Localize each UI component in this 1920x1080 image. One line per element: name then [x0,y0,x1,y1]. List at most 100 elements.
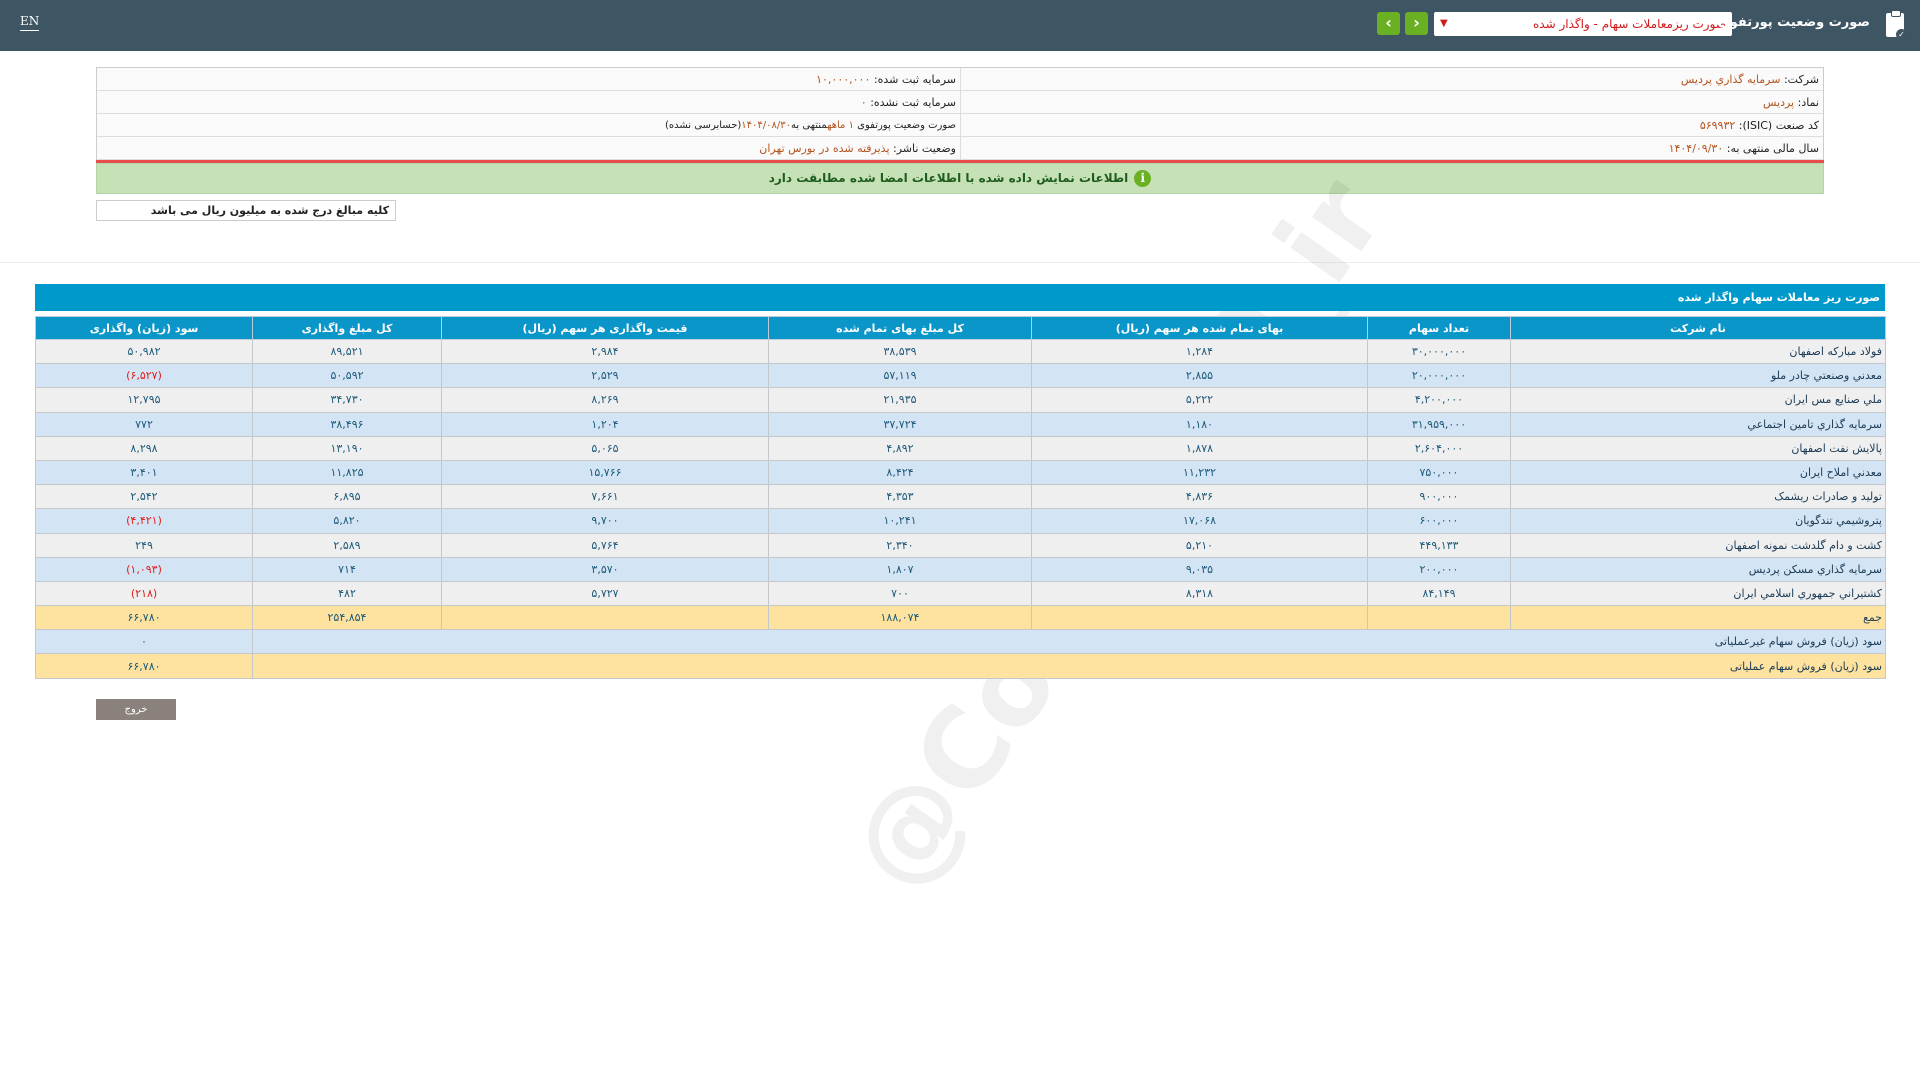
table-cell: ۸,۲۹۸ [35,435,253,461]
language-toggle[interactable]: EN [20,14,40,31]
table-cell: ۵,۰۶۵ [441,435,769,461]
symbol-field: نماد: پرديس [960,91,1823,113]
registered-capital-field: سرمایه ثبت شده: ۱۰,۰۰۰,۰۰۰ [816,73,956,86]
table-row: پالايش نفت اصفهان ۲,۶۰۴,۰۰۰ ۱,۸۷۸ ۴,۸۹۲ ۵,۰۶… [35,435,1886,461]
table-cell: ۷۵۰,۰۰۰ [1367,459,1511,486]
verification-notice: iاطلاعات نمایش داده شده با اطلاعات امضا … [96,163,1824,194]
fiscal-year-field: سال مالی منتهی به: ۱۴۰۴/۰۹/۳۰ [960,137,1823,159]
table-cell: سرمايه گذاري تامين اجتماعي [1510,411,1886,437]
table-cell: ۲,۶۰۴,۰۰۰ [1367,435,1511,461]
exit-button[interactable]: خروج [96,699,176,720]
table-cell: ۱,۸۰۷ [768,556,1032,582]
table-row: فولاد مباركه اصفهان ۳۰,۰۰۰,۰۰۰ ۱,۲۸۴ ۳۸,۵۳۹… [35,338,1886,365]
table-cell: ۳۰,۰۰۰,۰۰۰ [1367,338,1511,365]
column-header: کل مبلغ واگذاری [252,316,442,340]
table-cell: ۲۰۰,۰۰۰ [1367,556,1511,582]
table-cell: ۲۴۹ [35,532,253,558]
table-cell: ۱۲,۷۹۵ [35,387,253,413]
table-cell: ۵,۷۲۷ [441,580,769,607]
table-row: پتروشيمي تندگويان ۶۰۰,۰۰۰ ۱۷,۰۶۸ ۱۰,۲۴۱ ۹,۷۰… [35,508,1886,534]
table-cell: ۲,۵۸۹ [252,532,442,558]
clipboard-check-icon [1886,10,1907,40]
table-row: سرمايه گذاري مسکن پرديس ۲۰۰,۰۰۰ ۹,۰۳۵ ۱,۸۰۷… [35,556,1886,582]
table-cell: (۴,۴۲۱) [35,508,253,534]
disposed-shares-table: نام شرکت تعداد سهام بهای تمام شده هر سهم (… [35,316,1886,679]
table-row: ملي صنايع مس ايران ۴,۲۰۰,۰۰۰ ۵,۲۲۲ ۲۱,۹۳۵ ۸,… [35,387,1886,413]
table-row: سرمايه گذاري تامين اجتماعي ۳۱,۹۵۹,۰۰۰ ۱,۱۸… [35,411,1886,437]
table-cell: ۸۴,۱۴۹ [1367,580,1511,607]
table-cell: کشت و دام گلدشت نمونه اصفهان [1510,532,1886,558]
report-type-value: صورت ریزمعاملات سهام - واگذار شده [1533,17,1726,31]
table-cell: ۹,۷۰۰ [441,508,769,534]
table-row: کشت و دام گلدشت نمونه اصفهان ۴۴۹,۱۳۳ ۵,۲۱۰… [35,532,1886,558]
table-cell: ۴۴۹,۱۳۳ [1367,532,1511,558]
table-cell: معدني املاح ايران [1510,459,1886,486]
table-cell: ۴,۸۹۲ [768,435,1032,461]
table-cell: ۳۱,۹۵۹,۰۰۰ [1367,411,1511,437]
total-row: جمع ۱۸۸,۰۷۴ ۲۵۴,۸۵۴ ۶۶,۷۸۰ [35,605,1886,631]
app-title: صورت وضعیت پورتفوی [1717,15,1870,30]
table-cell: ۱۵,۷۶۶ [441,459,769,486]
table-row: کشتيراني جمهوري اسلامي ايران ۸۴,۱۴۹ ۸,۳۱۸ ۷… [35,580,1886,607]
chevron-left-icon[interactable]: ‹ [1377,12,1400,35]
section-divider [0,262,1920,263]
table-cell: ۵,۷۶۴ [441,532,769,558]
table-cell: ۵۷,۱۱۹ [768,363,1032,389]
units-note: کلیه مبالغ درج شده به میلیون ریال می باش… [96,200,396,221]
table-row: توليد و صادرات ريشمک ۹۰۰,۰۰۰ ۴,۸۳۶ ۴,۳۵۳ ۷,۶… [35,484,1886,510]
company-field: شرکت: سرمايه گذاري پرديس [960,68,1823,90]
table-cell: ۹,۰۳۵ [1031,556,1368,582]
column-header: کل مبلغ بهای تمام شده [768,316,1032,340]
table-cell: ۸,۲۶۹ [441,387,769,413]
table-cell: ۳۸,۴۹۶ [252,411,442,437]
unregistered-capital-field: سرمایه ثبت نشده: ۰ [860,96,956,109]
table-cell: ۲۱,۹۳۵ [768,387,1032,413]
table-cell: (۶,۵۲۷) [35,363,253,389]
table-cell: ۵۰,۹۸۲ [35,338,253,365]
table-cell: ۱۱,۸۲۵ [252,459,442,486]
non-operating-row: سود (زیان) فروش سهام غیرعملیاتی ۰ [35,629,1886,655]
chevron-right-icon[interactable]: › [1405,12,1428,35]
table-cell: ۴,۸۳۶ [1031,484,1368,510]
table-cell: ۵۰,۵۹۲ [252,363,442,389]
table-cell: ۰ [35,629,253,655]
table-cell: ۶۶,۷۸۰ [35,653,253,679]
info-icon: i [1134,170,1152,187]
column-header: تعداد سهام [1367,316,1511,340]
report-type-select[interactable]: صورت ریزمعاملات سهام - واگذار شده ▼ [1434,12,1732,36]
table-cell: ۷۷۲ [35,411,253,437]
table-cell: کشتيراني جمهوري اسلامي ايران [1510,580,1886,607]
period-field: صورت وضعیت پورتفوی ۱ ماههمنتهی به۱۴۰۴/۰۸… [664,120,956,131]
table-cell: ۱۱,۲۳۲ [1031,459,1368,486]
table-cell: ۲,۳۴۰ [768,532,1032,558]
table-cell: ۸۹,۵۲۱ [252,338,442,365]
table-cell: ۶۰۰,۰۰۰ [1367,508,1511,534]
table-cell: سود (زیان) فروش سهام غیرعملیاتی [252,629,1886,655]
table-cell: جمع [1510,605,1886,631]
table-cell: (۲۱۸) [35,580,253,607]
table-cell: سرمايه گذاري مسکن پرديس [1510,556,1886,582]
table-cell: ۷,۶۶۱ [441,484,769,510]
column-header: نام شرکت [1510,316,1886,340]
table-row: معدني وصنعتي چادر ملو ۲۰,۰۰۰,۰۰۰ ۲,۸۵۵ ۵۷,۱… [35,363,1886,389]
table-row: معدني املاح ايران ۷۵۰,۰۰۰ ۱۱,۲۳۲ ۸,۴۲۴ ۱۵,۷۶… [35,459,1886,486]
table-cell: ۳۷,۷۲۴ [768,411,1032,437]
table-cell: ۱,۲۸۴ [1031,338,1368,365]
table-cell: توليد و صادرات ريشمک [1510,484,1886,510]
table-cell: ۵,۲۲۲ [1031,387,1368,413]
table-cell: ۵,۸۲۰ [252,508,442,534]
table-cell: ۱,۱۸۰ [1031,411,1368,437]
table-cell: ۴,۳۵۳ [768,484,1032,510]
company-info-panel: شرکت: سرمايه گذاري پرديس سرمایه ثبت شده:… [96,67,1824,160]
table-cell: ۸,۳۱۸ [1031,580,1368,607]
table-cell: ۲,۸۵۵ [1031,363,1368,389]
table-cell [1031,605,1368,631]
table-cell: ۱۸۸,۰۷۴ [768,605,1032,631]
table-cell: سود (زیان) فروش سهام عملیاتی [252,653,1886,679]
table-cell: ۳۴,۷۳۰ [252,387,442,413]
table-cell: ۷۰۰ [768,580,1032,607]
chevron-down-icon: ▼ [1440,18,1448,29]
table-title: صورت ریز معاملات سهام واگذار شده [35,284,1885,311]
table-cell [441,605,769,631]
table-cell [1367,605,1511,631]
